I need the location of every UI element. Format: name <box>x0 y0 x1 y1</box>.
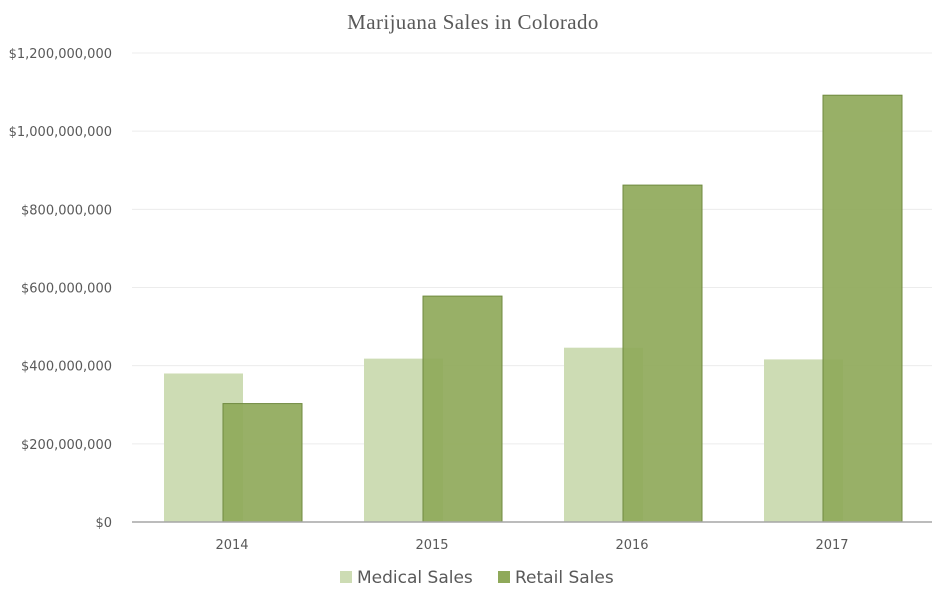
y-tick-label: $400,000,000 <box>21 360 112 375</box>
legend-swatch <box>340 571 352 583</box>
legend-label: Retail Sales <box>515 568 614 588</box>
retail-sales-bar <box>822 94 903 523</box>
legend-item-retail: Retail Sales <box>498 568 614 588</box>
bars-layer <box>164 94 903 523</box>
y-tick-label: $1,200,000,000 <box>9 47 112 62</box>
retail-sales-bar <box>622 184 703 523</box>
y-axis-ticks: $0 $200,000,000 $400,000,000 $600,000,000 $8… <box>9 47 112 531</box>
x-axis-ticks: 2014 2015 2016 2017 <box>215 538 848 553</box>
retail-sales-bar <box>222 403 303 523</box>
y-tick-label: $600,000,000 <box>21 282 112 297</box>
legend-item-medical: Medical Sales <box>340 568 473 588</box>
y-tick-label: $800,000,000 <box>21 203 112 218</box>
y-tick-label: $1,000,000,000 <box>9 125 112 140</box>
chart-title: Marijuana Sales in Colorado <box>347 10 599 34</box>
y-tick-label: $200,000,000 <box>21 438 112 453</box>
legend-label: Medical Sales <box>357 568 473 588</box>
x-tick-label: 2014 <box>215 538 248 553</box>
x-tick-label: 2017 <box>815 538 848 553</box>
x-tick-label: 2016 <box>615 538 648 553</box>
legend: Medical Sales Retail Sales <box>340 568 614 588</box>
legend-swatch <box>498 571 510 583</box>
y-tick-label: $0 <box>95 516 112 531</box>
retail-sales-bar <box>422 295 503 523</box>
x-tick-label: 2015 <box>415 538 448 553</box>
